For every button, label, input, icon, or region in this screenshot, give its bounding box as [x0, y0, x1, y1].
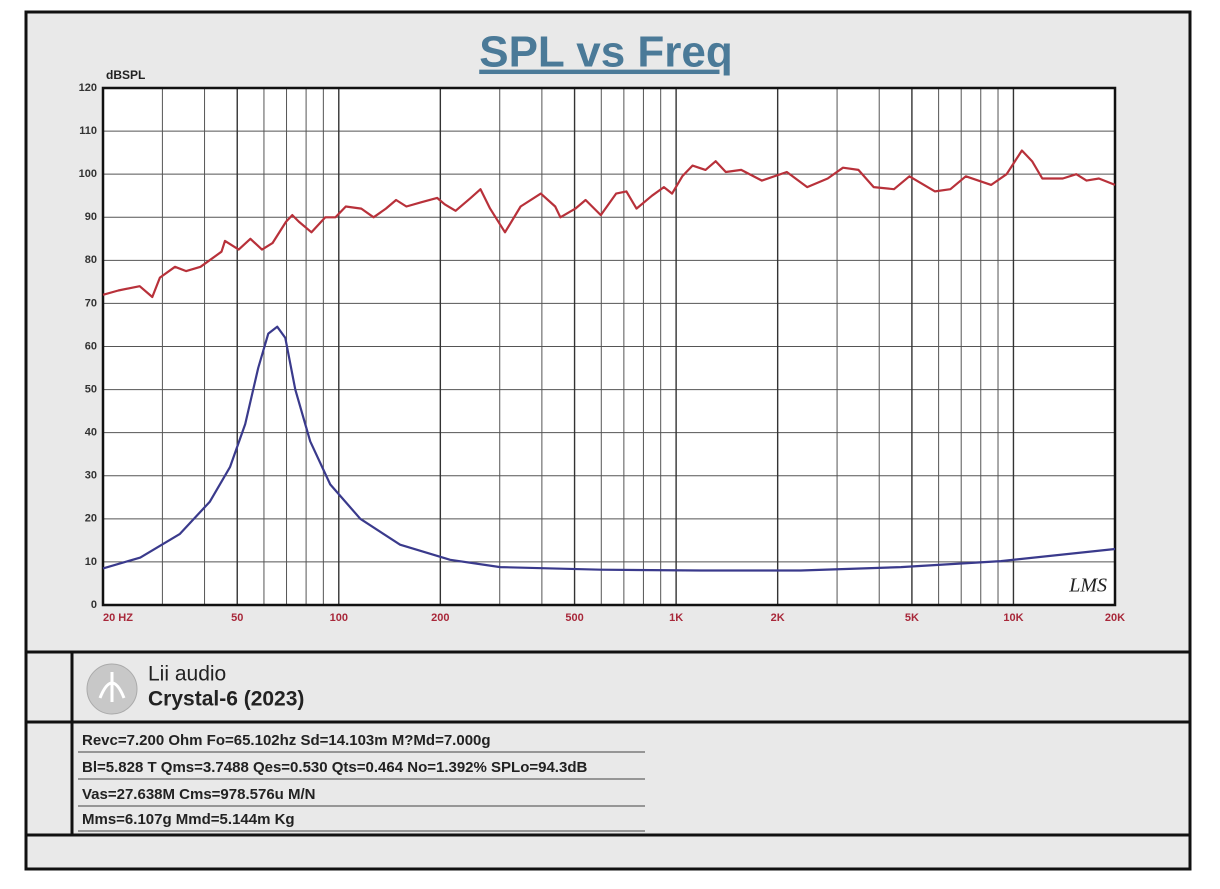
y-tick-label: 50 — [85, 383, 97, 395]
x-tick-label: 2K — [771, 612, 785, 624]
param-line: Revc=7.200 Ohm Fo=65.102hz Sd=14.103m M?… — [82, 732, 491, 749]
y-tick-label: 110 — [79, 125, 97, 137]
plot-border — [101, 86, 1117, 607]
logo-icon — [98, 672, 126, 702]
x-tick-label: 20K — [1105, 612, 1125, 624]
y-tick-label: 120 — [79, 82, 97, 94]
params: Revc=7.200 Ohm Fo=65.102hz Sd=14.103m M?… — [78, 732, 645, 832]
x-tick-label: 10K — [1003, 612, 1023, 624]
x-tick-label: 1K — [669, 612, 683, 624]
model: Crystal-6 (2023) — [148, 688, 304, 711]
y-tick-label: 0 — [91, 599, 97, 611]
series-line — [102, 149, 1116, 299]
param-line: Mms=6.107g Mmd=5.144m Kg — [82, 811, 295, 828]
param-line: Bl=5.828 T Qms=3.7488 Qes=0.530 Qts=0.46… — [82, 759, 587, 776]
x-tick-label: 200 — [431, 612, 449, 624]
param-line: Vas=27.638M Cms=978.576u M/N — [82, 786, 315, 803]
y-tick-label: 100 — [79, 168, 97, 180]
y-axis-label: dBSPL — [106, 68, 145, 82]
brand: Lii audio — [148, 663, 226, 686]
x-tick-label: 20 HZ — [103, 612, 133, 624]
x-tick-label: 50 — [231, 612, 243, 624]
plot: 0 10 20 30 40 50 60 70 80 90 100 110 120 20 HZ 50 100 20… — [79, 82, 1126, 624]
x-tick-label: 500 — [565, 612, 583, 624]
y-tick-label: 80 — [85, 254, 97, 266]
y-tick-label: 20 — [85, 513, 97, 525]
y-tick-label: 30 — [85, 470, 97, 482]
x-tick-label: 100 — [330, 612, 348, 624]
y-tick-label: 60 — [85, 340, 97, 352]
chart-title: SPL vs Freq — [479, 28, 733, 77]
signature: LMS — [1068, 575, 1107, 597]
y-tick-label: 10 — [85, 556, 97, 568]
y-tick-label: 70 — [85, 297, 97, 309]
series-line — [102, 325, 1116, 572]
x-tick-label: 5K — [905, 612, 919, 624]
y-tick-label: 40 — [85, 427, 97, 439]
y-tick-label: 90 — [85, 211, 97, 223]
